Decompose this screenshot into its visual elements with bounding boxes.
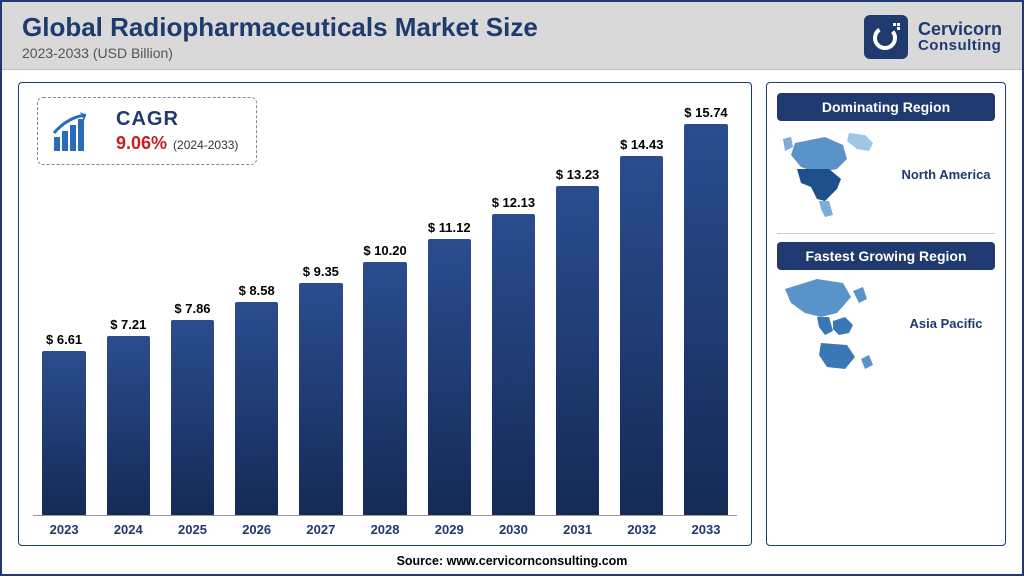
bar (171, 320, 214, 515)
bar-column: $ 15.74 (679, 105, 733, 515)
x-axis-year: 2031 (551, 522, 605, 537)
page-title: Global Radiopharmaceuticals Market Size (22, 12, 538, 43)
bar (620, 156, 663, 515)
x-axis-year: 2023 (37, 522, 91, 537)
asia-pacific-map-icon (777, 278, 887, 368)
brand-text: Cervicorn Consulting (918, 20, 1002, 53)
bar (363, 262, 406, 515)
bar-column: $ 8.58 (230, 105, 284, 515)
content-body: CAGR 9.06% (2024-2033) $ 6.61 $ 7.21 $ 7.8… (2, 70, 1022, 550)
cagr-period: (2024-2033) (173, 138, 238, 152)
x-axis-year: 2033 (679, 522, 733, 537)
cagr-text: CAGR 9.06% (2024-2033) (116, 108, 238, 154)
dominating-region-header: Dominating Region (777, 93, 995, 121)
north-america-map-icon (777, 129, 887, 219)
x-axis-year: 2032 (615, 522, 669, 537)
brand-mark-icon (864, 15, 908, 59)
bar-column: $ 10.20 (358, 105, 412, 515)
cagr-label: CAGR (116, 108, 238, 131)
regions-panel: Dominating Region North America (766, 82, 1006, 546)
bar-column: $ 6.61 (37, 105, 91, 515)
bar (299, 283, 342, 515)
bar-column: $ 9.35 (294, 105, 348, 515)
x-axis-labels: 2023 2024 2025 2026 2027 2028 2029 2030 2031 2032… (33, 516, 737, 537)
bar-value-label: $ 12.13 (492, 195, 535, 210)
bar-value-label: $ 10.20 (363, 243, 406, 258)
bar-column: $ 7.86 (165, 105, 219, 515)
x-axis-year: 2025 (165, 522, 219, 537)
report-frame: Global Radiopharmaceuticals Market Size … (0, 0, 1024, 576)
bar (684, 124, 727, 515)
bar (42, 351, 85, 515)
brand-line-1: Cervicorn (918, 20, 1002, 38)
brand-logo: Cervicorn Consulting (864, 15, 1002, 59)
bar-value-label: $ 15.74 (684, 105, 727, 120)
bar-value-label: $ 13.23 (556, 167, 599, 182)
x-axis-year: 2029 (422, 522, 476, 537)
bar-column: $ 11.12 (422, 105, 476, 515)
bar-column: $ 7.21 (101, 105, 155, 515)
bar-value-label: $ 9.35 (303, 264, 339, 279)
bar-column: $ 13.23 (551, 105, 605, 515)
bar-column: $ 12.13 (486, 105, 540, 515)
region-divider (777, 233, 995, 234)
x-axis-year: 2026 (230, 522, 284, 537)
growth-chart-icon (50, 109, 102, 153)
bar-column: $ 14.43 (615, 105, 669, 515)
chart-panel: CAGR 9.06% (2024-2033) $ 6.61 $ 7.21 $ 7.8… (18, 82, 752, 546)
cagr-value: 9.06% (116, 133, 167, 154)
bar-value-label: $ 11.12 (428, 220, 471, 235)
bar-value-label: $ 7.21 (110, 317, 146, 332)
brand-line-2: Consulting (918, 38, 1002, 53)
bar (235, 302, 278, 515)
fastest-region-name: Asia Pacific (897, 316, 995, 331)
bar (556, 186, 599, 515)
x-axis-year: 2027 (294, 522, 348, 537)
bar (492, 214, 535, 515)
bar-value-label: $ 14.43 (620, 137, 663, 152)
bar-value-label: $ 8.58 (239, 283, 275, 298)
bar-value-label: $ 7.86 (174, 301, 210, 316)
fastest-region-header: Fastest Growing Region (777, 242, 995, 270)
fastest-region-block: Fastest Growing Region Asia Pacific (777, 242, 995, 374)
dominating-region-body: North America (777, 121, 995, 225)
x-axis-year: 2024 (101, 522, 155, 537)
bar (428, 239, 471, 515)
bar-value-label: $ 6.61 (46, 332, 82, 347)
cagr-callout: CAGR 9.06% (2024-2033) (37, 97, 257, 165)
dominating-region-name: North America (897, 167, 995, 182)
page-subtitle: 2023-2033 (USD Billion) (22, 45, 538, 61)
x-axis-year: 2028 (358, 522, 412, 537)
bar-chart: $ 6.61 $ 7.21 $ 7.86 $ 8.58 $ 9.35 $ 10.20 $ 1… (33, 105, 737, 516)
header-titles: Global Radiopharmaceuticals Market Size … (22, 12, 538, 61)
source-footer: Source: www.cervicornconsulting.com (2, 550, 1022, 574)
bar (107, 336, 150, 515)
fastest-region-body: Asia Pacific (777, 270, 995, 374)
dominating-region-block: Dominating Region North America (777, 93, 995, 225)
x-axis-year: 2030 (486, 522, 540, 537)
header-bar: Global Radiopharmaceuticals Market Size … (2, 2, 1022, 70)
